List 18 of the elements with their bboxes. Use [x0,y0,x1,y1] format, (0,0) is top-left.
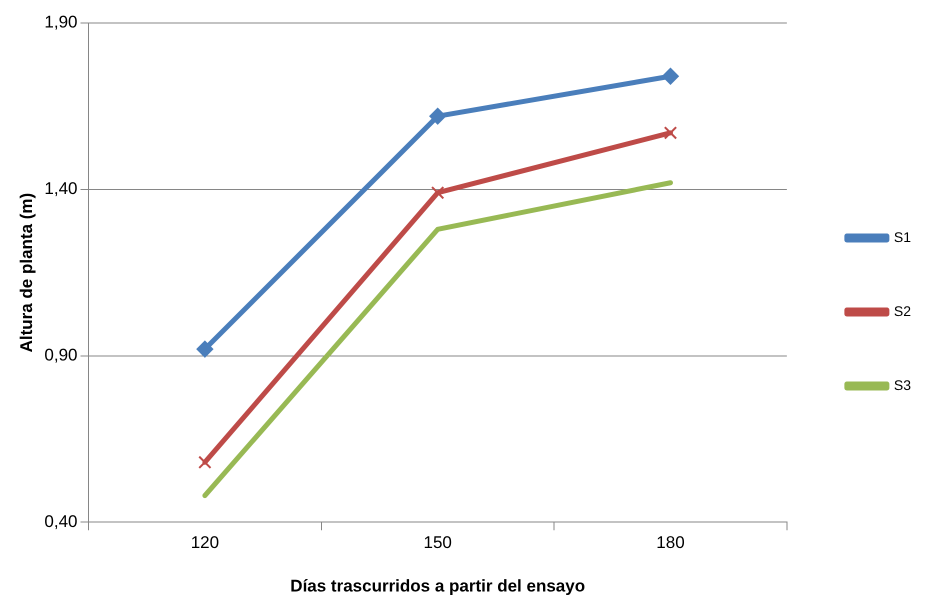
x-tick-label: 180 [656,533,685,552]
point [664,126,678,140]
y-tick-label: 0,40 [44,512,78,531]
x-tick-label: 120 [190,533,220,552]
point [196,340,214,358]
y-axis-title: Altura de planta (m) [16,192,36,352]
x-axis-title: Días trascurridos a partir del ensayo [290,576,586,596]
point [662,68,679,85]
y-tick-label: 0,90 [44,345,78,364]
y-tick-label: 1,40 [44,179,78,198]
legend-label: S1 [894,228,912,245]
point [429,108,446,125]
point [198,456,212,469]
x-tick-label: 150 [423,533,452,552]
point [431,186,444,200]
y-tick-label: 1,90 [44,12,78,32]
legend-label: S2 [894,302,912,319]
legend-label: S3 [894,376,912,393]
